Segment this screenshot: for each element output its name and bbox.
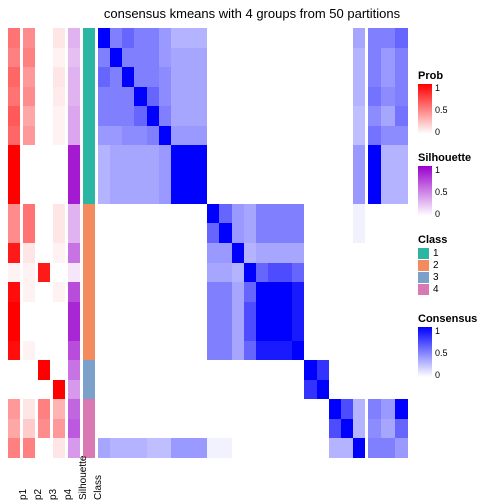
mini-heatmap [368, 28, 408, 458]
legends: Prob10.50 Silhouette10.50 Class1234 Consens… [418, 70, 498, 395]
legend-prob: Prob10.50 [418, 70, 498, 134]
ann-col-p3 [38, 28, 50, 458]
annotation-columns [8, 28, 98, 458]
plot-area [8, 28, 408, 458]
legend-silhouette: Silhouette10.50 [418, 152, 498, 216]
xlabel-Class: Class [93, 475, 104, 500]
xlabel-Silhouette: Silhouette [78, 456, 89, 500]
ann-col-p2 [23, 28, 35, 458]
legend-consensus: Consensus10.50 [418, 313, 498, 377]
ann-col-Silhouette [68, 28, 80, 458]
page-title: consensus kmeans with 4 groups from 50 p… [0, 6, 504, 21]
ann-col-p4 [53, 28, 65, 458]
xlabel-p3: p3 [48, 489, 59, 500]
xlabel-p4: p4 [63, 489, 74, 500]
consensus-heatmap [98, 28, 365, 458]
ann-col-p1 [8, 28, 20, 458]
legend-class: Class1234 [418, 234, 498, 295]
xlabel-p2: p2 [33, 489, 44, 500]
xlabel-p1: p1 [18, 489, 29, 500]
ann-col-Class [83, 28, 95, 458]
